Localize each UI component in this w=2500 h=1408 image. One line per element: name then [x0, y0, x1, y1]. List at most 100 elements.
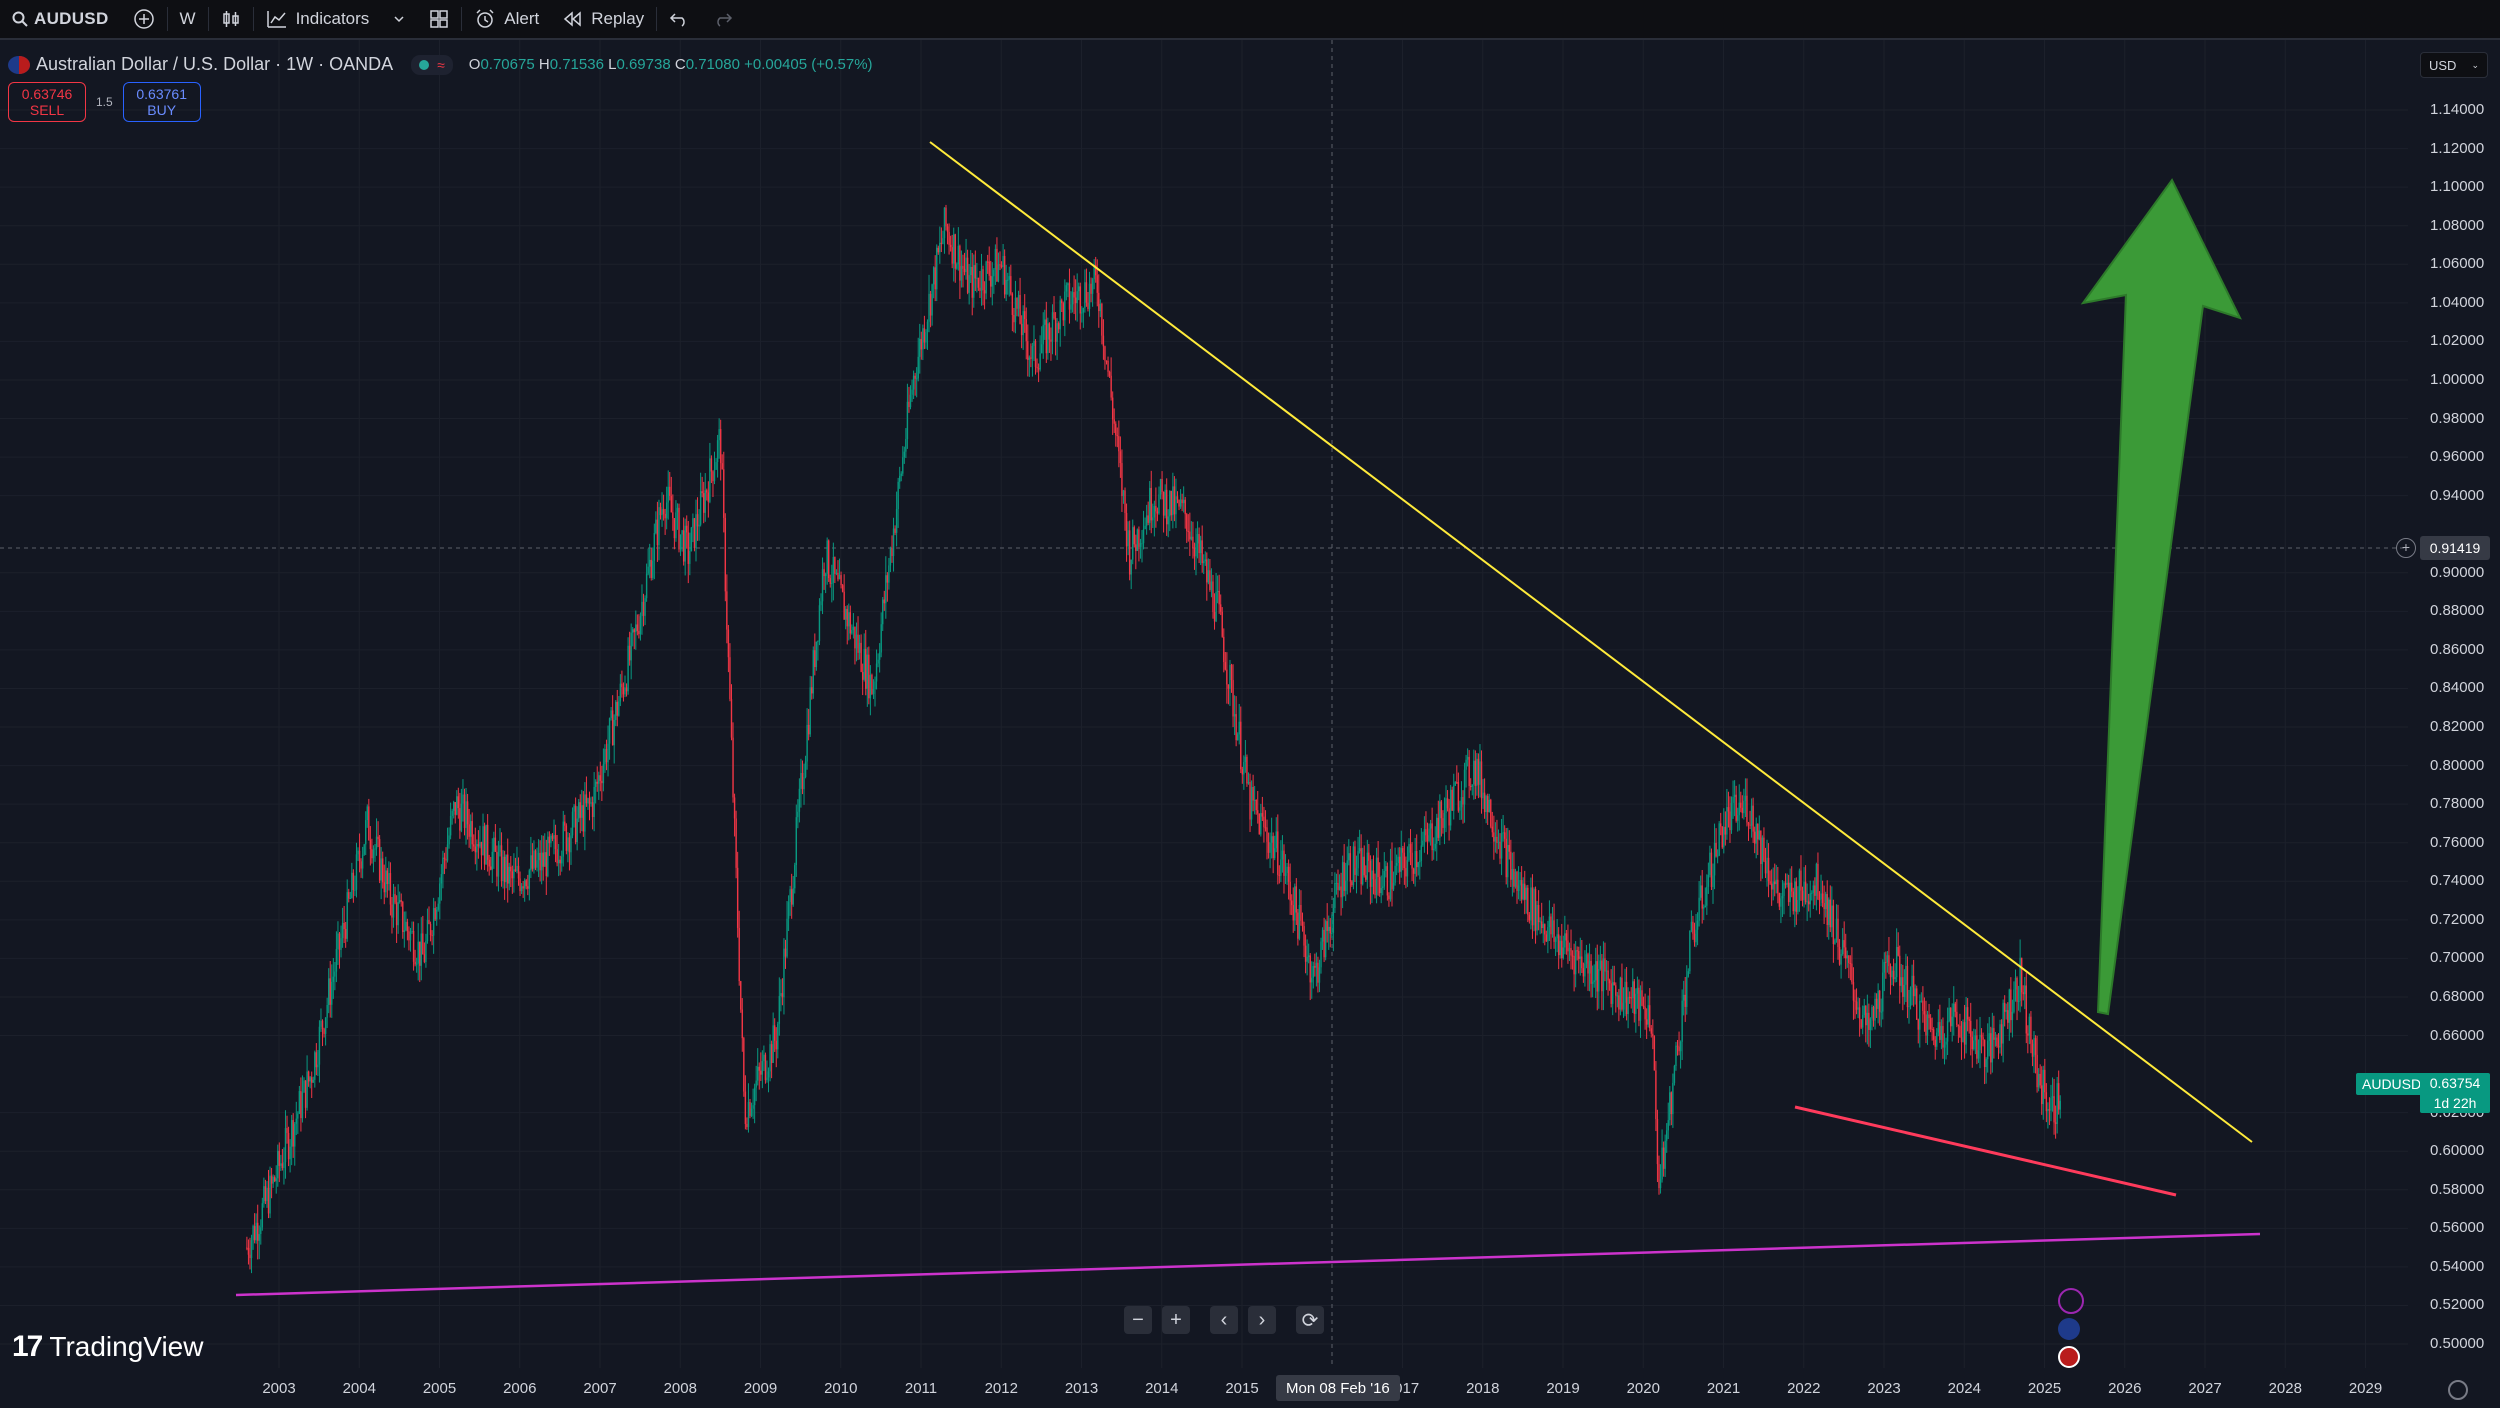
compare-button[interactable]	[121, 0, 167, 39]
candle-body	[1335, 882, 1338, 884]
candle-body	[519, 878, 521, 892]
candle-body	[463, 794, 466, 828]
candle-body	[551, 835, 554, 839]
candle-body	[594, 781, 597, 787]
zoom-out-button[interactable]: −	[1124, 1306, 1152, 1334]
candle-body	[1638, 987, 1640, 1021]
candle-body	[1709, 852, 1711, 875]
alert-button[interactable]: Alert	[462, 0, 551, 39]
candle-body	[374, 848, 376, 850]
candle-body	[906, 401, 909, 440]
candle-body	[1431, 823, 1433, 851]
indicators-button[interactable]: Indicators	[254, 0, 382, 39]
candle-body	[1425, 829, 1427, 836]
candle-body	[1649, 1005, 1651, 1029]
tradingview-logo[interactable]: 17 TradingView	[12, 1330, 203, 1364]
candle-body	[815, 641, 818, 668]
candle-body	[965, 257, 967, 273]
reset-chart-button[interactable]: ⟳	[1296, 1306, 1324, 1334]
symbol-search[interactable]: AUDUSD	[0, 0, 121, 39]
candle-body	[698, 524, 700, 527]
candle-body	[1852, 982, 1855, 1001]
candle-body	[473, 844, 475, 847]
market-status[interactable]: ≈	[411, 54, 453, 75]
zoom-in-button[interactable]: +	[1162, 1306, 1190, 1334]
candle-body	[1139, 543, 1142, 547]
candle-body	[1138, 529, 1140, 547]
candle-body	[1124, 490, 1126, 514]
candle-body	[1111, 397, 1114, 420]
candle-body	[659, 507, 662, 516]
candle-body	[1380, 887, 1382, 894]
bullish-arrow[interactable]	[2080, 178, 2242, 1016]
indicators-dropdown[interactable]	[381, 0, 417, 39]
candle-body	[1527, 887, 1529, 915]
candle-body	[1182, 499, 1185, 504]
candle-body	[1235, 714, 1237, 741]
candle-body	[831, 582, 833, 584]
replay-button[interactable]: Replay	[551, 0, 656, 39]
candle-body	[1764, 860, 1767, 874]
us-event-icon[interactable]	[2058, 1346, 2080, 1368]
open-value: 0.70675	[480, 56, 535, 73]
candle-body	[1974, 1035, 1977, 1041]
candle-body	[477, 844, 480, 847]
candle-body	[2051, 1096, 2054, 1099]
scroll-left-button[interactable]: ‹	[1210, 1306, 1238, 1334]
candle-body	[1440, 801, 1443, 819]
candle-body	[1806, 901, 1808, 903]
candle-body	[828, 540, 830, 579]
candle-body	[1227, 684, 1230, 689]
buy-button[interactable]: 0.63761 BUY	[122, 82, 201, 122]
candle-body	[801, 773, 804, 790]
resistance-trendline[interactable]	[929, 141, 2253, 1143]
candle-body	[809, 687, 811, 735]
candle-body	[1178, 499, 1180, 507]
chart-type-button[interactable]	[209, 0, 253, 39]
layouts-button[interactable]	[417, 0, 461, 39]
sell-button[interactable]: 0.63746 SELL	[8, 82, 86, 122]
candle-body	[1405, 868, 1407, 877]
candle-body	[1483, 792, 1486, 813]
candle-body	[1866, 1012, 1869, 1026]
au-event-icon[interactable]	[2058, 1318, 2080, 1340]
candle-body	[605, 749, 608, 763]
undo-button[interactable]	[657, 0, 701, 39]
candle-body	[764, 1054, 767, 1081]
candle-body	[386, 870, 389, 885]
interval-button[interactable]: W	[168, 0, 208, 39]
candle-body	[1988, 1033, 1990, 1041]
candle-body	[1257, 810, 1259, 814]
time-axis-label: 2014	[1145, 1380, 1179, 1397]
candle-body	[585, 794, 588, 804]
lightning-event-icon[interactable]	[2058, 1288, 2084, 1314]
candle-body	[1857, 1007, 1859, 1010]
candle-body	[2013, 989, 2015, 1012]
candle-body	[625, 687, 628, 692]
candle-body	[346, 892, 348, 939]
candle-body	[1125, 513, 1128, 547]
candle-body	[2028, 1016, 2031, 1036]
candle-body	[645, 573, 648, 599]
add-alert-icon[interactable]: +	[2396, 538, 2416, 558]
candle-body	[826, 540, 828, 574]
candle-body	[818, 605, 821, 642]
support-trendline[interactable]	[1794, 1105, 2177, 1197]
candle-body	[888, 565, 890, 583]
settings-gear-icon[interactable]	[2448, 1380, 2468, 1400]
candle-body	[1121, 463, 1123, 497]
candle-body	[1389, 860, 1392, 900]
candle-body	[1576, 950, 1578, 952]
candle-body	[1034, 340, 1037, 367]
candle-body	[1415, 851, 1418, 868]
candle-body	[1690, 921, 1693, 931]
redo-button[interactable]	[701, 0, 745, 39]
candle-body	[1272, 836, 1274, 859]
candle-body	[304, 1080, 307, 1108]
base-trendline[interactable]	[235, 1232, 2261, 1297]
price-chart[interactable]	[0, 40, 2500, 1408]
currency-select[interactable]: USD ⌄	[2420, 52, 2488, 78]
candle-body	[1014, 297, 1017, 323]
legend-title[interactable]: Australian Dollar / U.S. Dollar · 1W · O…	[36, 54, 394, 74]
scroll-right-button[interactable]: ›	[1248, 1306, 1276, 1334]
